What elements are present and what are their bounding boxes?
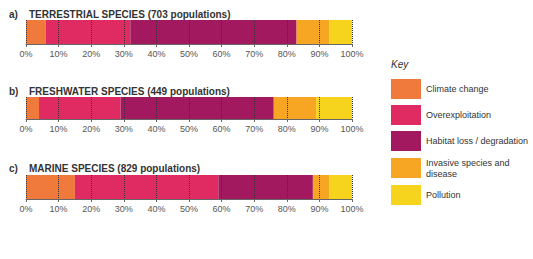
svg-text:50%: 50% [180,204,198,214]
svg-text:50%: 50% [180,124,198,134]
svg-text:Climate change: Climate change [426,84,489,94]
svg-text:40%: 40% [147,204,165,214]
svg-text:0%: 0% [19,204,32,214]
svg-text:0%: 0% [19,49,32,59]
svg-text:100%: 100% [340,49,363,59]
svg-text:50%: 50% [180,49,198,59]
svg-text:a): a) [9,9,18,20]
svg-text:20%: 20% [82,49,100,59]
svg-text:Pollution: Pollution [426,190,461,200]
svg-text:TERRESTRIAL SPECIES (703 popul: TERRESTRIAL SPECIES (703 populations) [29,9,231,20]
svg-text:disease: disease [426,169,457,179]
svg-text:100%: 100% [340,204,363,214]
svg-text:90%: 90% [310,49,328,59]
svg-text:30%: 30% [115,124,133,134]
svg-text:MARINE SPECIES (829 population: MARINE SPECIES (829 populations) [29,163,200,174]
svg-text:90%: 90% [310,204,328,214]
svg-text:FRESHWATER SPECIES (449 popula: FRESHWATER SPECIES (449 populations) [29,86,230,97]
svg-text:60%: 60% [213,124,231,134]
svg-text:Key: Key [391,59,409,70]
svg-text:10%: 10% [50,49,68,59]
svg-text:70%: 70% [245,204,263,214]
svg-text:80%: 80% [278,204,296,214]
svg-text:Overexploitation: Overexploitation [426,110,491,120]
svg-text:20%: 20% [82,204,100,214]
svg-text:b): b) [9,86,18,97]
svg-text:20%: 20% [82,124,100,134]
svg-text:40%: 40% [147,49,165,59]
svg-text:90%: 90% [310,124,328,134]
svg-text:40%: 40% [147,124,165,134]
svg-text:60%: 60% [213,204,231,214]
svg-text:0%: 0% [19,124,32,134]
svg-text:30%: 30% [115,204,133,214]
svg-text:Invasive species and: Invasive species and [426,158,512,168]
svg-text:c): c) [9,163,18,174]
svg-text:30%: 30% [115,49,133,59]
svg-text:10%: 10% [50,204,68,214]
svg-text:80%: 80% [278,124,296,134]
svg-text:80%: 80% [278,49,296,59]
svg-text:70%: 70% [245,124,263,134]
svg-text:100%: 100% [340,124,363,134]
svg-text:60%: 60% [213,49,231,59]
svg-text:Habitat loss / degradation: Habitat loss / degradation [426,136,528,146]
svg-text:70%: 70% [245,49,263,59]
svg-text:10%: 10% [50,124,68,134]
